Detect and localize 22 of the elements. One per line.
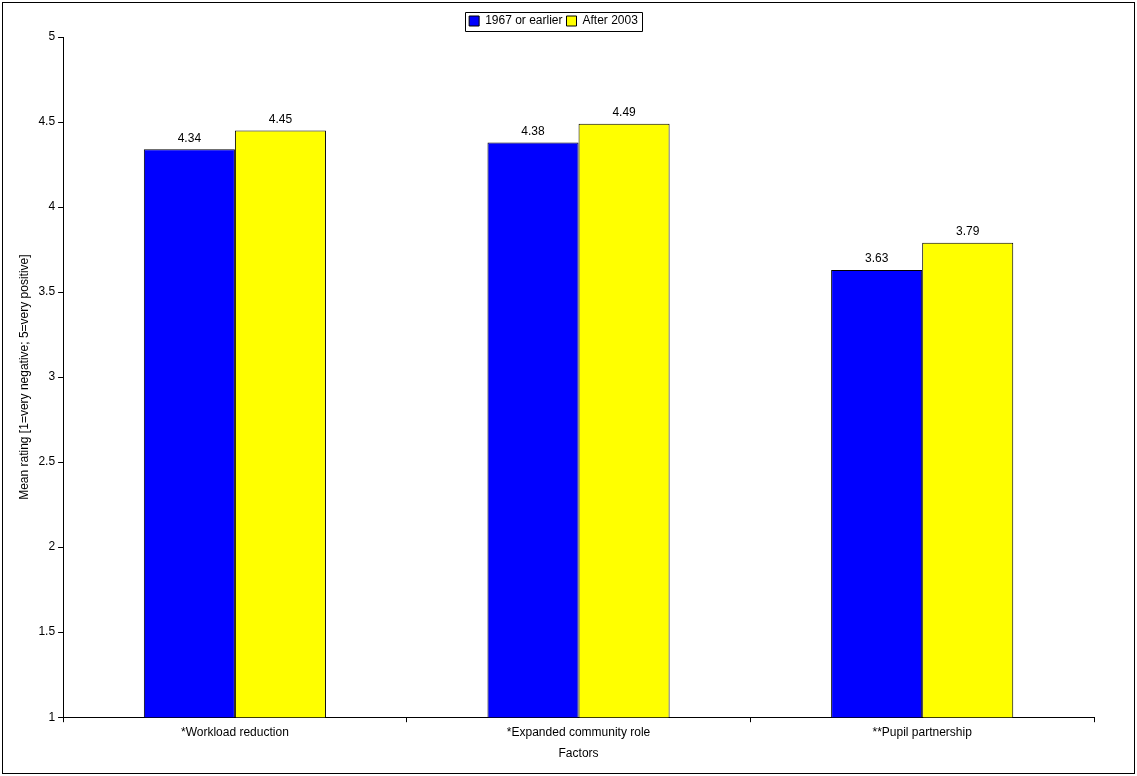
x-tick-label: **Pupil partnership	[872, 724, 973, 739]
x-tick-label: *Expanded community role	[506, 724, 651, 739]
y-tick-label: 4	[48, 199, 56, 214]
y-tick-label: 2	[48, 539, 56, 554]
y-tick-label: 3	[48, 369, 56, 384]
x-axis-title: Factors	[558, 746, 599, 761]
data-label: 3.79	[956, 224, 980, 239]
data-label: 4.34	[177, 130, 202, 145]
y-tick-label: 5	[48, 29, 56, 44]
y-tick-label: 1.5	[38, 624, 56, 639]
legend-label: 1967 or earlier	[485, 13, 563, 28]
y-tick-label: 2.5	[38, 454, 56, 469]
data-label: 3.63	[864, 251, 889, 266]
data-label: 4.45	[268, 111, 293, 126]
data-label: 4.49	[612, 105, 637, 120]
y-tick-label: 4.5	[38, 114, 56, 129]
data-label: 4.38	[521, 123, 546, 138]
x-tick-label: *Workload reduction	[180, 724, 289, 739]
y-axis-title: Mean rating [1=very negative; 5=very positive]	[16, 254, 31, 500]
y-tick-label: 1	[48, 709, 56, 724]
legend-label: After 2003	[582, 13, 639, 28]
y-tick-label: 3.5	[38, 284, 56, 299]
